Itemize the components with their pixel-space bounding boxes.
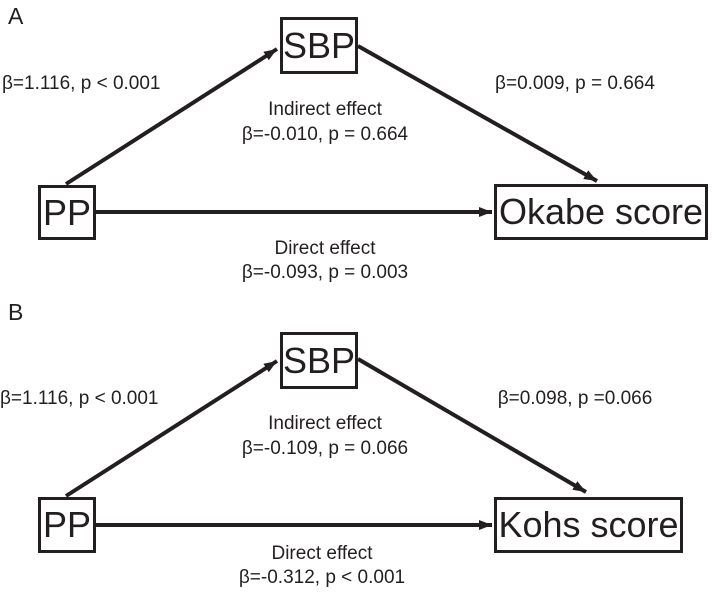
arrow-sbp-to-outcome-panel-b [356,357,588,494]
indirect-effect-title-panel-a: Indirect effect [268,99,382,120]
path-a-coefficient-panel-b: β=1.116, p < 0.001 [0,388,159,409]
direct-effect-title-panel-b: Direct effect [271,543,373,564]
predictor-box-panel-a: PP [38,185,96,240]
panel-b-label: B [8,299,24,325]
outcome-box-panel-b: Kohs score [494,497,683,553]
indirect-effect-value-panel-b: β=-0.109, p = 0.066 [241,438,409,459]
path-b-coefficient-panel-b: β=0.098, p =0.066 [497,388,653,409]
mediator-box-panel-a: SBP [280,17,358,74]
direct-effect-value-panel-a: β=-0.093, p = 0.003 [241,262,409,283]
predictor-box-panel-b: PP [38,497,96,553]
indirect-effect-title-panel-b: Indirect effect [268,413,382,434]
arrow-sbp-to-outcome-panel-a [357,44,598,183]
indirect-effect-value-panel-a: β=-0.010, p = 0.664 [241,124,409,145]
mediator-box-panel-b: SBP [280,332,358,389]
direct-effect-title-panel-a: Direct effect [274,238,376,259]
path-a-coefficient-panel-a: β=1.116, p < 0.001 [2,73,161,94]
direct-effect-value-panel-b: β=-0.312, p < 0.001 [238,567,406,588]
outcome-box-panel-a: Okabe score [494,184,708,240]
panel-a-label: A [8,3,24,29]
arrow-pp-to-sbp-panel-a [64,47,279,186]
path-b-coefficient-panel-a: β=0.009, p = 0.664 [495,73,655,94]
arrow-pp-to-sbp-panel-b [64,359,279,498]
